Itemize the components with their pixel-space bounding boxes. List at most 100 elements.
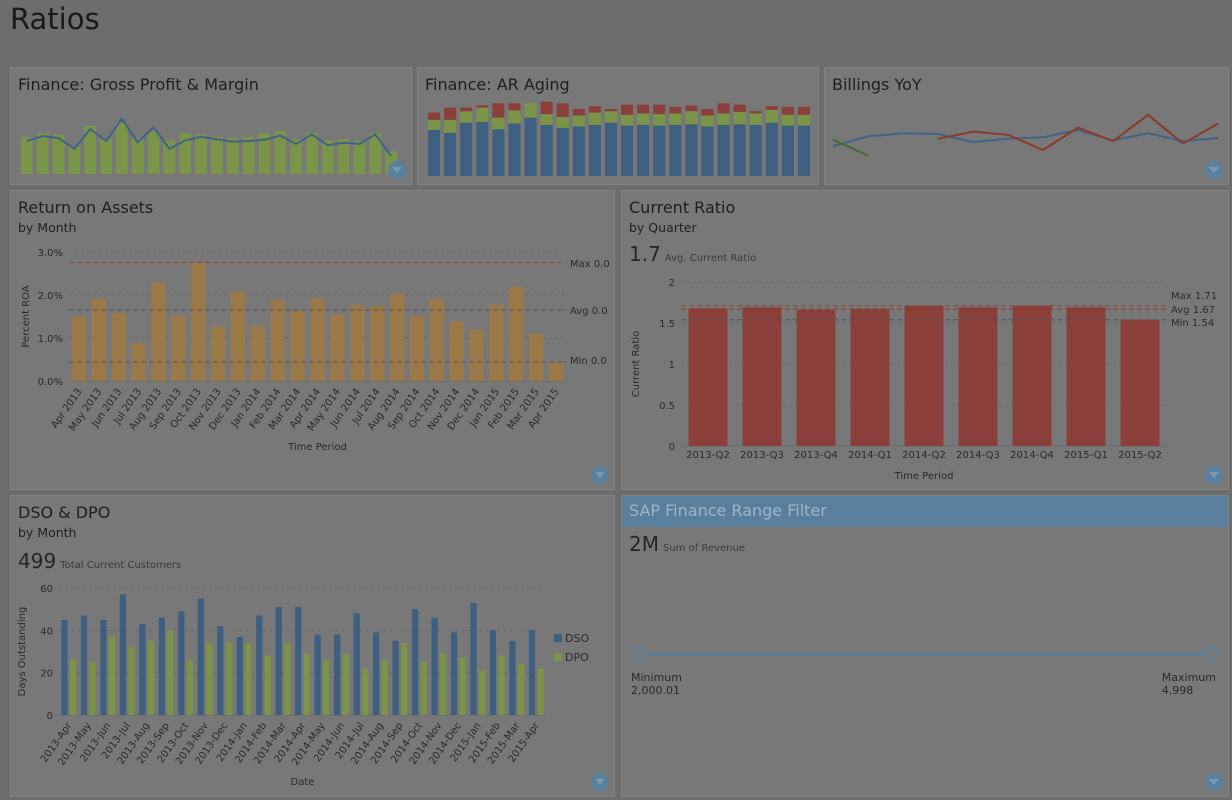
bar-segment — [556, 127, 569, 176]
bar-segment — [604, 109, 617, 112]
bar — [401, 643, 408, 715]
filter-icon — [392, 167, 402, 173]
bar-segment — [556, 116, 569, 128]
filter-button[interactable] — [591, 773, 609, 791]
bar-segment — [524, 103, 537, 118]
dso-dpo-panel[interactable]: 0 20 40 60 2013-Apr 2013-May 2013-Jun 2013-Jul 2… — [10, 495, 615, 797]
kpi-label: Total Current Customers — [60, 560, 182, 571]
bar-segment — [444, 132, 457, 176]
range-filter-title: SAP Finance Range Filter — [622, 496, 1228, 527]
series-line — [937, 113, 1219, 152]
bar-segment — [444, 119, 457, 133]
gross-profit-panel[interactable]: Finance: Gross Profit & Margin — [10, 67, 412, 185]
bar-segment — [685, 105, 698, 112]
bar — [353, 141, 366, 174]
y-tick-label: 20 — [40, 669, 53, 680]
ar-aging-panel[interactable]: Finance: AR Aging — [417, 67, 819, 185]
x-tick-label: 2014-Q1 — [848, 450, 892, 461]
bar-segment — [524, 117, 537, 176]
y-tick-label: 60 — [40, 584, 53, 595]
bar — [450, 632, 458, 715]
bar — [284, 643, 291, 715]
filter-button[interactable] — [1205, 466, 1223, 484]
bar-segment — [685, 124, 698, 176]
bar — [61, 619, 68, 715]
bar-segment — [508, 103, 521, 111]
filter-button[interactable] — [1205, 773, 1223, 791]
bar — [469, 329, 484, 381]
bar — [230, 291, 246, 381]
bar-segment — [717, 113, 730, 125]
reference-label: Max 0.0 — [570, 259, 610, 270]
bar — [342, 653, 349, 715]
bar — [236, 636, 243, 715]
billings-panel[interactable]: Billings YoY — [824, 67, 1229, 185]
bar-segment — [572, 109, 585, 116]
filter-icon — [1209, 472, 1219, 478]
bar-segment — [508, 123, 521, 176]
bar — [688, 308, 728, 446]
bar — [489, 630, 497, 715]
bar — [256, 615, 263, 715]
x-tick-label: 2014-Q4 — [1010, 450, 1054, 461]
range-slider-track[interactable] — [638, 653, 1212, 656]
filter-button[interactable] — [591, 466, 609, 484]
filter-icon — [1209, 167, 1219, 173]
bar-segment — [669, 106, 682, 114]
bar — [80, 615, 88, 715]
filter-button[interactable] — [388, 161, 406, 179]
bar-segment — [588, 106, 601, 113]
bar — [389, 294, 405, 381]
bar-segment — [733, 111, 746, 125]
bar-segment — [749, 124, 762, 176]
y-axis-title: Current Ratio — [631, 331, 642, 397]
bar-segment — [556, 103, 569, 117]
filter-icon — [1209, 779, 1219, 785]
gross-profit-chart — [21, 117, 397, 174]
bar — [108, 636, 116, 715]
bar — [250, 326, 266, 381]
bar — [449, 321, 464, 381]
bar — [163, 140, 176, 174]
y-tick-label: 0.0% — [38, 377, 63, 388]
bar — [274, 130, 287, 174]
bar — [68, 147, 81, 174]
bar — [529, 333, 544, 381]
bar-segment — [637, 124, 650, 176]
bar — [392, 640, 399, 715]
kpi-label: Sum of Revenue — [662, 543, 745, 554]
legend-label: DSO — [565, 632, 589, 645]
bar-segment — [653, 125, 666, 176]
bar-segment — [572, 115, 585, 127]
panel-subtitle: by Quarter — [629, 220, 697, 235]
bar-segment — [588, 124, 601, 176]
kpi: 2M Sum of Revenue — [629, 532, 745, 556]
bar-segment — [717, 103, 730, 114]
bar-segment — [460, 107, 473, 112]
bar — [420, 662, 427, 715]
series-line — [832, 128, 1219, 147]
roa-panel[interactable]: 0.0% 1.0% 2.0% 3.0% Apr 2013 May 2013 Jun 2013… — [10, 190, 615, 490]
y-tick-label: 1.0% — [38, 334, 63, 345]
filter-button[interactable] — [1205, 161, 1223, 179]
bar — [369, 306, 385, 381]
bar — [197, 598, 204, 715]
bar-segment — [797, 114, 810, 126]
bar — [537, 668, 544, 715]
bar-segment — [540, 114, 553, 125]
current-ratio-panel[interactable]: 0 0.5 1 1.5 2 2013-Q2 2013-Q3 2013-Q4 2014-Q1 201… — [621, 190, 1229, 490]
panel-title: Current Ratio — [629, 198, 736, 217]
range-max-handle[interactable] — [1203, 647, 1218, 662]
kpi: 499 Total Current Customers — [18, 549, 181, 573]
bar — [116, 123, 128, 174]
bar — [245, 643, 252, 715]
kpi-value: 499 — [18, 549, 57, 573]
bar — [409, 316, 425, 381]
range-filter-panel[interactable]: SAP Finance Range Filter 2M Sum of Revenu… — [621, 495, 1229, 797]
bar — [128, 647, 135, 715]
legend-swatch — [554, 653, 562, 661]
bar — [89, 662, 96, 715]
bar — [369, 133, 382, 174]
bar-segment — [749, 113, 762, 125]
range-min-handle[interactable] — [632, 647, 647, 662]
